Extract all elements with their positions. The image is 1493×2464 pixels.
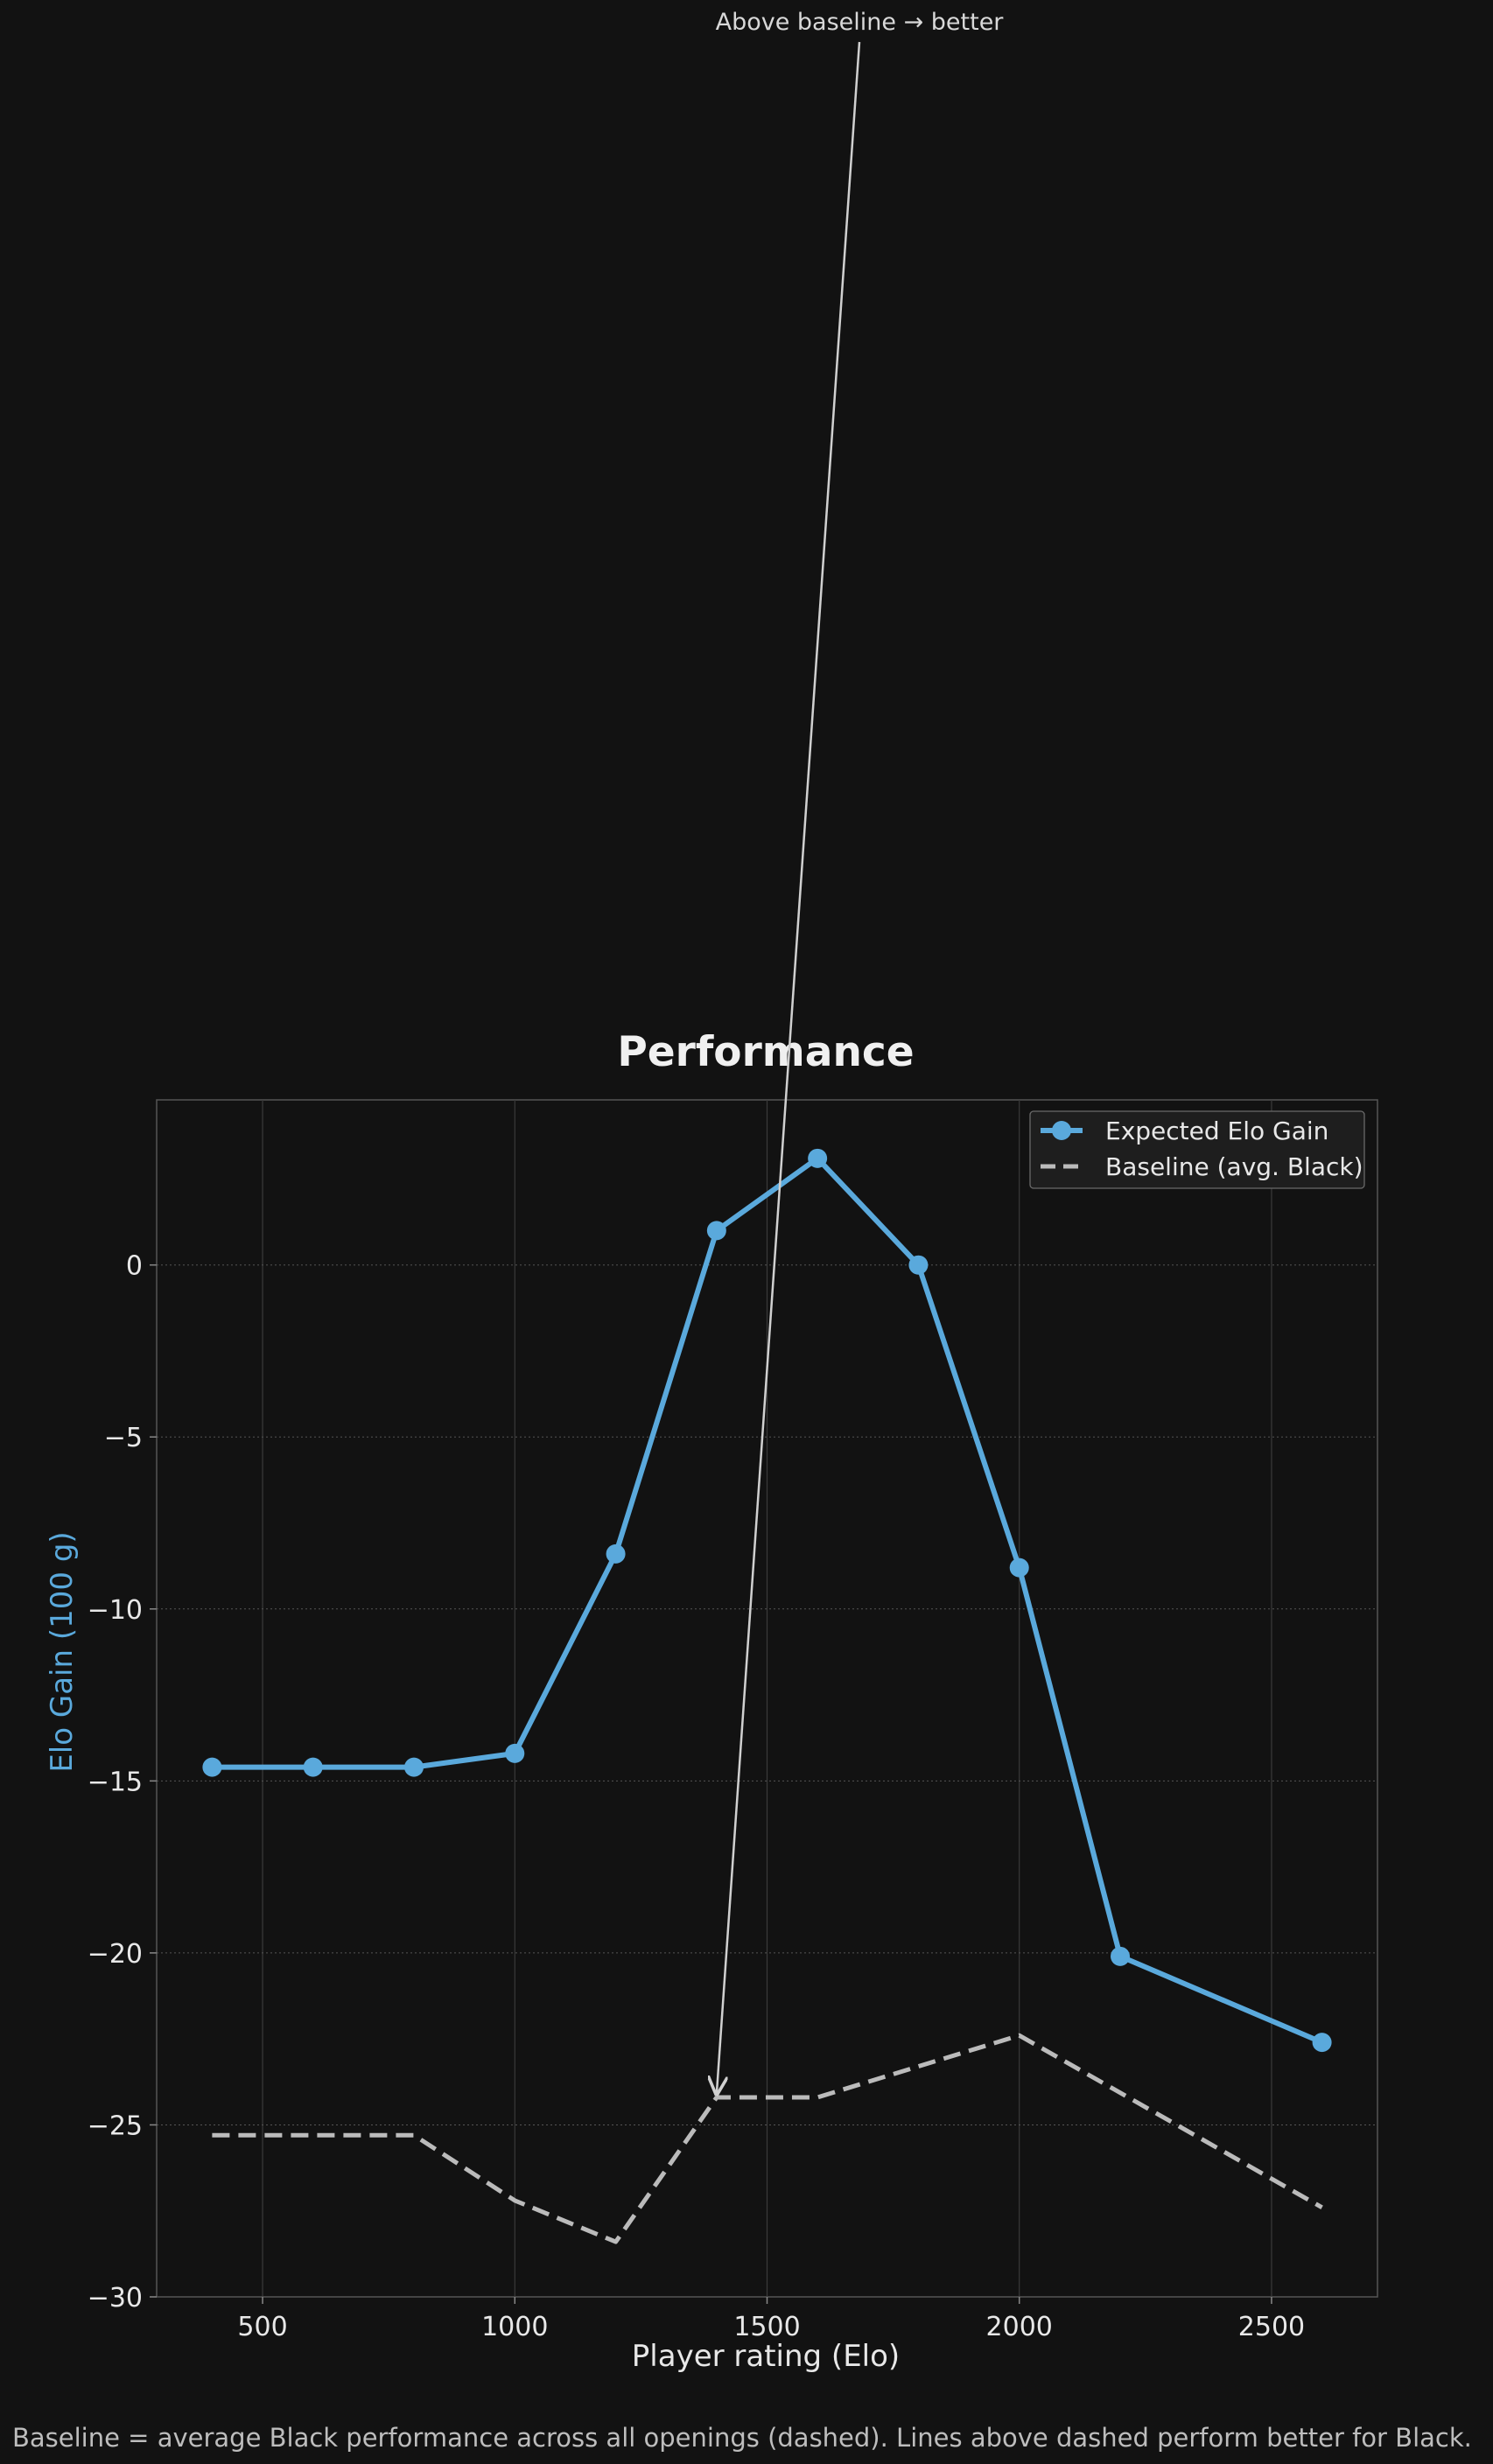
expected-elo-gain-point <box>606 1544 626 1564</box>
x-tick-label: 2000 <box>986 2312 1053 2342</box>
baseline-series-line <box>212 2033 1323 2244</box>
legend-marker-expected-elo-gain <box>1052 1121 1071 1140</box>
expected-elo-gain-point <box>706 1221 726 1241</box>
expected-elo-gain-point <box>505 1743 525 1763</box>
x-tick-label: 1000 <box>481 2312 548 2342</box>
expected-elo-gain-point <box>1312 2033 1332 2053</box>
x-tick-label: 2500 <box>1238 2312 1305 2342</box>
x-tick-label: 500 <box>237 2312 287 2342</box>
y-tick-label: −20 <box>88 1939 143 1970</box>
y-axis-title: Elo Gain (100 g) <box>45 1531 80 1772</box>
annotation-arrow <box>717 41 861 2094</box>
expected-elo-gain-point <box>908 1255 929 1275</box>
x-tick-label: 1500 <box>733 2312 800 2342</box>
x-axis-title: Player rating (Elo) <box>632 2339 900 2374</box>
chart-caption: Baseline = average Black performance acr… <box>12 2423 1472 2453</box>
y-tick-label: −10 <box>88 1595 143 1626</box>
expected-elo-gain-point <box>1111 1946 1131 1966</box>
legend-label: Baseline (avg. Black) <box>1105 1152 1363 1181</box>
expected-elo-gain-point <box>202 1757 222 1777</box>
y-tick-label: −30 <box>88 2283 143 2314</box>
legend-label: Expected Elo Gain <box>1105 1116 1328 1145</box>
legend-box <box>1029 1110 1365 1189</box>
expected-elo-gain-point <box>303 1757 323 1777</box>
y-tick-label: 0 <box>126 1251 143 1282</box>
expected-elo-gain-point <box>403 1757 424 1777</box>
y-tick-label: −5 <box>104 1423 143 1453</box>
expected-elo-gain-point <box>808 1148 828 1168</box>
expected-elo-gain-point <box>1009 1558 1029 1578</box>
y-tick-label: −25 <box>88 2110 143 2141</box>
annotation-text: Above baseline → better <box>716 9 1005 36</box>
y-tick-label: −15 <box>88 1767 143 1797</box>
chart-title: Performance <box>617 1028 914 1076</box>
